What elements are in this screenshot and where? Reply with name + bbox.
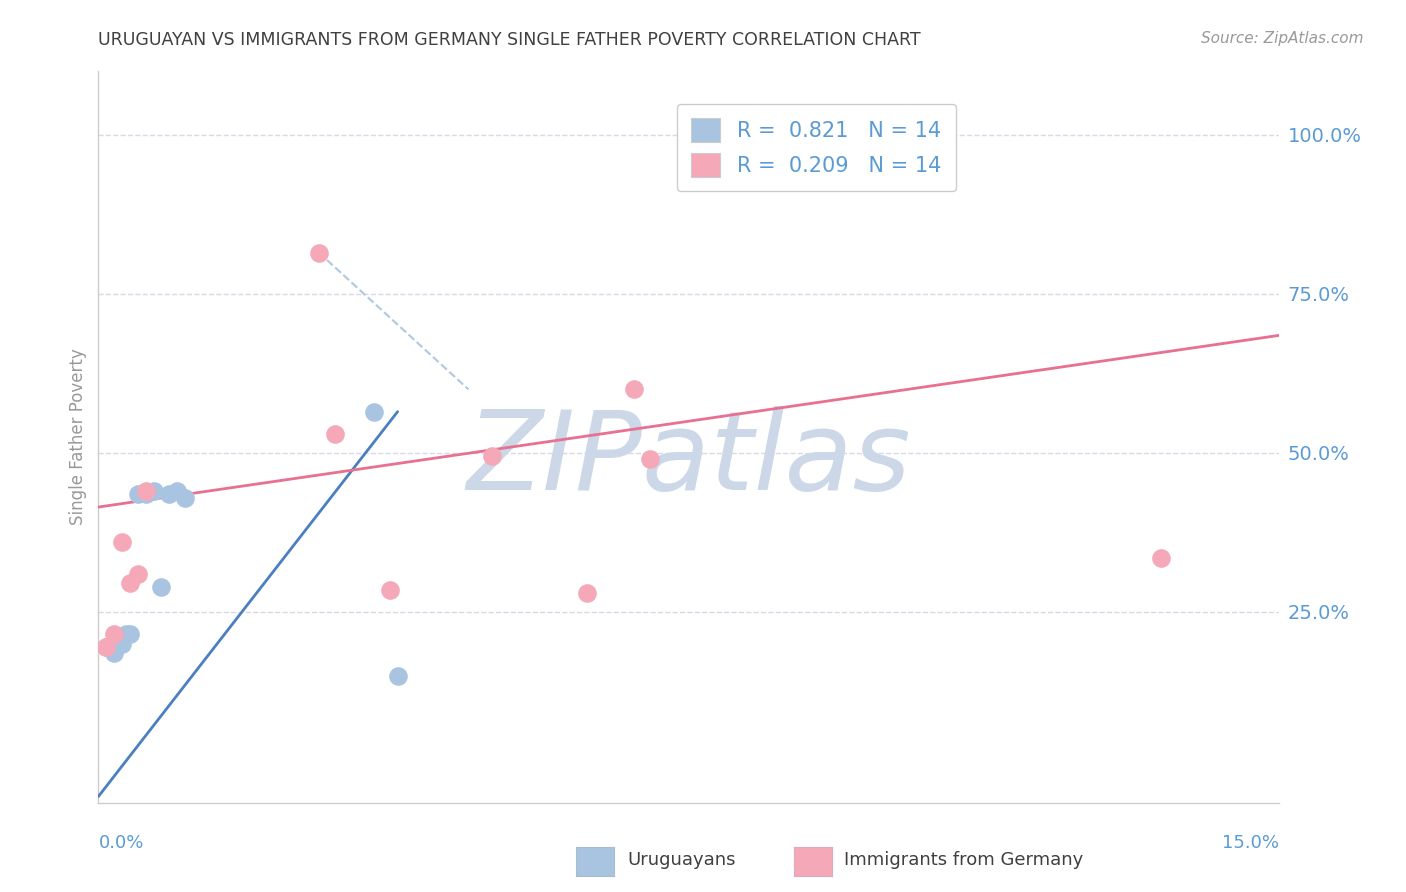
Point (363, 404, 385, 418)
Point (111, 535, 134, 549)
Point (157, 487, 180, 501)
Text: URUGUAYAN VS IMMIGRANTS FROM GERMANY SINGLE FATHER POVERTY CORRELATION CHART: URUGUAYAN VS IMMIGRANTS FROM GERMANY SIN… (98, 31, 921, 49)
Point (1150, 550, 1173, 565)
Point (142, 484, 165, 499)
Point (481, 449, 503, 463)
Text: 15.0%: 15.0% (1222, 834, 1279, 852)
Text: Source: ZipAtlas.com: Source: ZipAtlas.com (1201, 31, 1364, 46)
Point (638, 452, 661, 467)
Point (150, 580, 173, 594)
Point (103, 646, 125, 660)
Point (111, 637, 134, 651)
Point (623, 383, 645, 397)
Text: ZIPatlas: ZIPatlas (467, 406, 911, 513)
Point (575, 586, 598, 600)
Legend: R =  0.821   N = 14, R =  0.209   N = 14: R = 0.821 N = 14, R = 0.209 N = 14 (676, 103, 956, 192)
Point (103, 627, 125, 641)
Text: Immigrants from Germany: Immigrants from Germany (844, 851, 1083, 869)
Point (174, 491, 197, 505)
Text: 0.0%: 0.0% (98, 834, 143, 852)
Point (166, 484, 188, 499)
Point (115, 627, 138, 641)
Point (118, 576, 141, 591)
Y-axis label: Single Father Poverty: Single Father Poverty (69, 349, 87, 525)
Text: Uruguayans: Uruguayans (627, 851, 735, 869)
Point (127, 566, 149, 581)
Point (378, 582, 401, 597)
Point (96, 640, 118, 654)
Point (387, 668, 409, 682)
Point (127, 487, 149, 501)
Point (135, 487, 157, 501)
Point (96, 640, 118, 654)
Point (323, 426, 346, 441)
Point (135, 484, 157, 499)
Point (118, 627, 141, 641)
Point (308, 245, 330, 260)
